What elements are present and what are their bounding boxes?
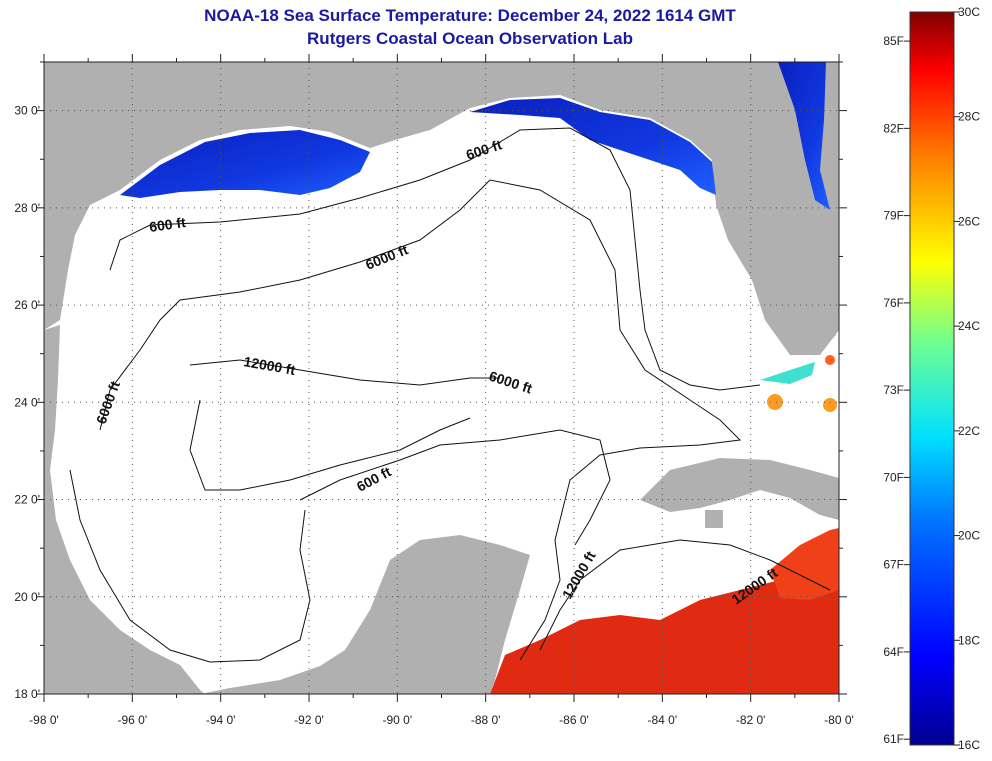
land-us-gulf-coast — [44, 62, 839, 355]
colorbar-fahrenheit-label: 70F — [883, 470, 904, 484]
contour-600ft-south — [299, 429, 611, 546]
colorbar-celsius-label: 22C — [958, 424, 980, 438]
colorbar-fahrenheit-label: 61F — [883, 732, 904, 746]
lon-tick-label: -82 0' — [736, 713, 766, 727]
cold-water-florida-panhandle — [470, 98, 716, 195]
lon-tick-label: -80 0' — [824, 713, 854, 727]
graticule — [44, 62, 839, 694]
colorbar-fahrenheit-label: 82F — [883, 121, 904, 135]
lat-tick-label: 20 0' — [14, 590, 40, 604]
cold-water-northern-gulf — [120, 130, 370, 198]
map-title: NOAA-18 Sea Surface Temperature: Decembe… — [204, 6, 736, 25]
contour-12000ft — [189, 359, 500, 491]
colorbar-celsius-label: 16C — [958, 738, 980, 752]
colorbar-fahrenheit-label: 67F — [883, 558, 904, 572]
warm-patch-bahamas — [825, 355, 835, 365]
lat-tick-label: 26 0' — [14, 298, 40, 312]
contour-600ft-north — [109, 127, 761, 391]
colorbar-fahrenheit-label: 76F — [883, 296, 904, 310]
warm-water-patch-east — [770, 528, 839, 600]
lon-tick-label: -96 0' — [118, 713, 148, 727]
colorbar-fahrenheit-label: 79F — [883, 209, 904, 223]
lon-tick-label: -92 0' — [294, 713, 324, 727]
warm-patch-keys-east — [823, 398, 837, 412]
colorbar-celsius-label: 30C — [958, 5, 980, 19]
lat-tick-label: 18 0' — [14, 687, 40, 701]
warm-patch-keys — [767, 394, 783, 410]
colorbar-fahrenheit-label: 64F — [883, 645, 904, 659]
colorbar-fahrenheit-label: 85F — [883, 34, 904, 48]
lon-tick-label: -86 0' — [559, 713, 589, 727]
lon-tick-label: -84 0' — [648, 713, 678, 727]
contour-600ft-west — [69, 469, 311, 663]
colorbar-fahrenheit-label: 73F — [883, 383, 904, 397]
land-isla-juventud — [705, 510, 723, 528]
lat-tick-label: 24 0' — [14, 395, 40, 409]
colorbar-celsius-label: 26C — [958, 214, 980, 228]
colorbar-celsius-label: 28C — [958, 110, 980, 124]
lon-tick-label: -98 0' — [29, 713, 59, 727]
land-mexico-west — [44, 325, 205, 694]
land-mexico-south — [200, 535, 530, 694]
map-subtitle: Rutgers Coastal Ocean Observation Lab — [307, 29, 633, 48]
cool-patch-keys — [760, 362, 815, 384]
contour-label-600ft-2: 600 ft — [148, 214, 187, 235]
colorbar — [909, 11, 955, 746]
colorbar-celsius-label: 20C — [958, 529, 980, 543]
land-cuba — [640, 458, 839, 520]
contour-6000ft — [99, 179, 742, 661]
colorbar-celsius-label: 18C — [958, 633, 980, 647]
colorbar-celsius-label: 24C — [958, 319, 980, 333]
contour-12000ft-south — [539, 539, 831, 651]
cold-water-atlantic — [778, 62, 830, 210]
lat-tick-label: 28 0' — [14, 201, 40, 215]
lon-tick-label: -94 0' — [206, 713, 236, 727]
lon-tick-label: -90 0' — [383, 713, 413, 727]
lat-tick-label: 22 0' — [14, 493, 40, 507]
lat-tick-label: 30 0' — [14, 104, 40, 118]
land-florida — [712, 70, 839, 355]
warm-water-caribbean — [490, 560, 839, 694]
lon-tick-label: -88 0' — [471, 713, 501, 727]
